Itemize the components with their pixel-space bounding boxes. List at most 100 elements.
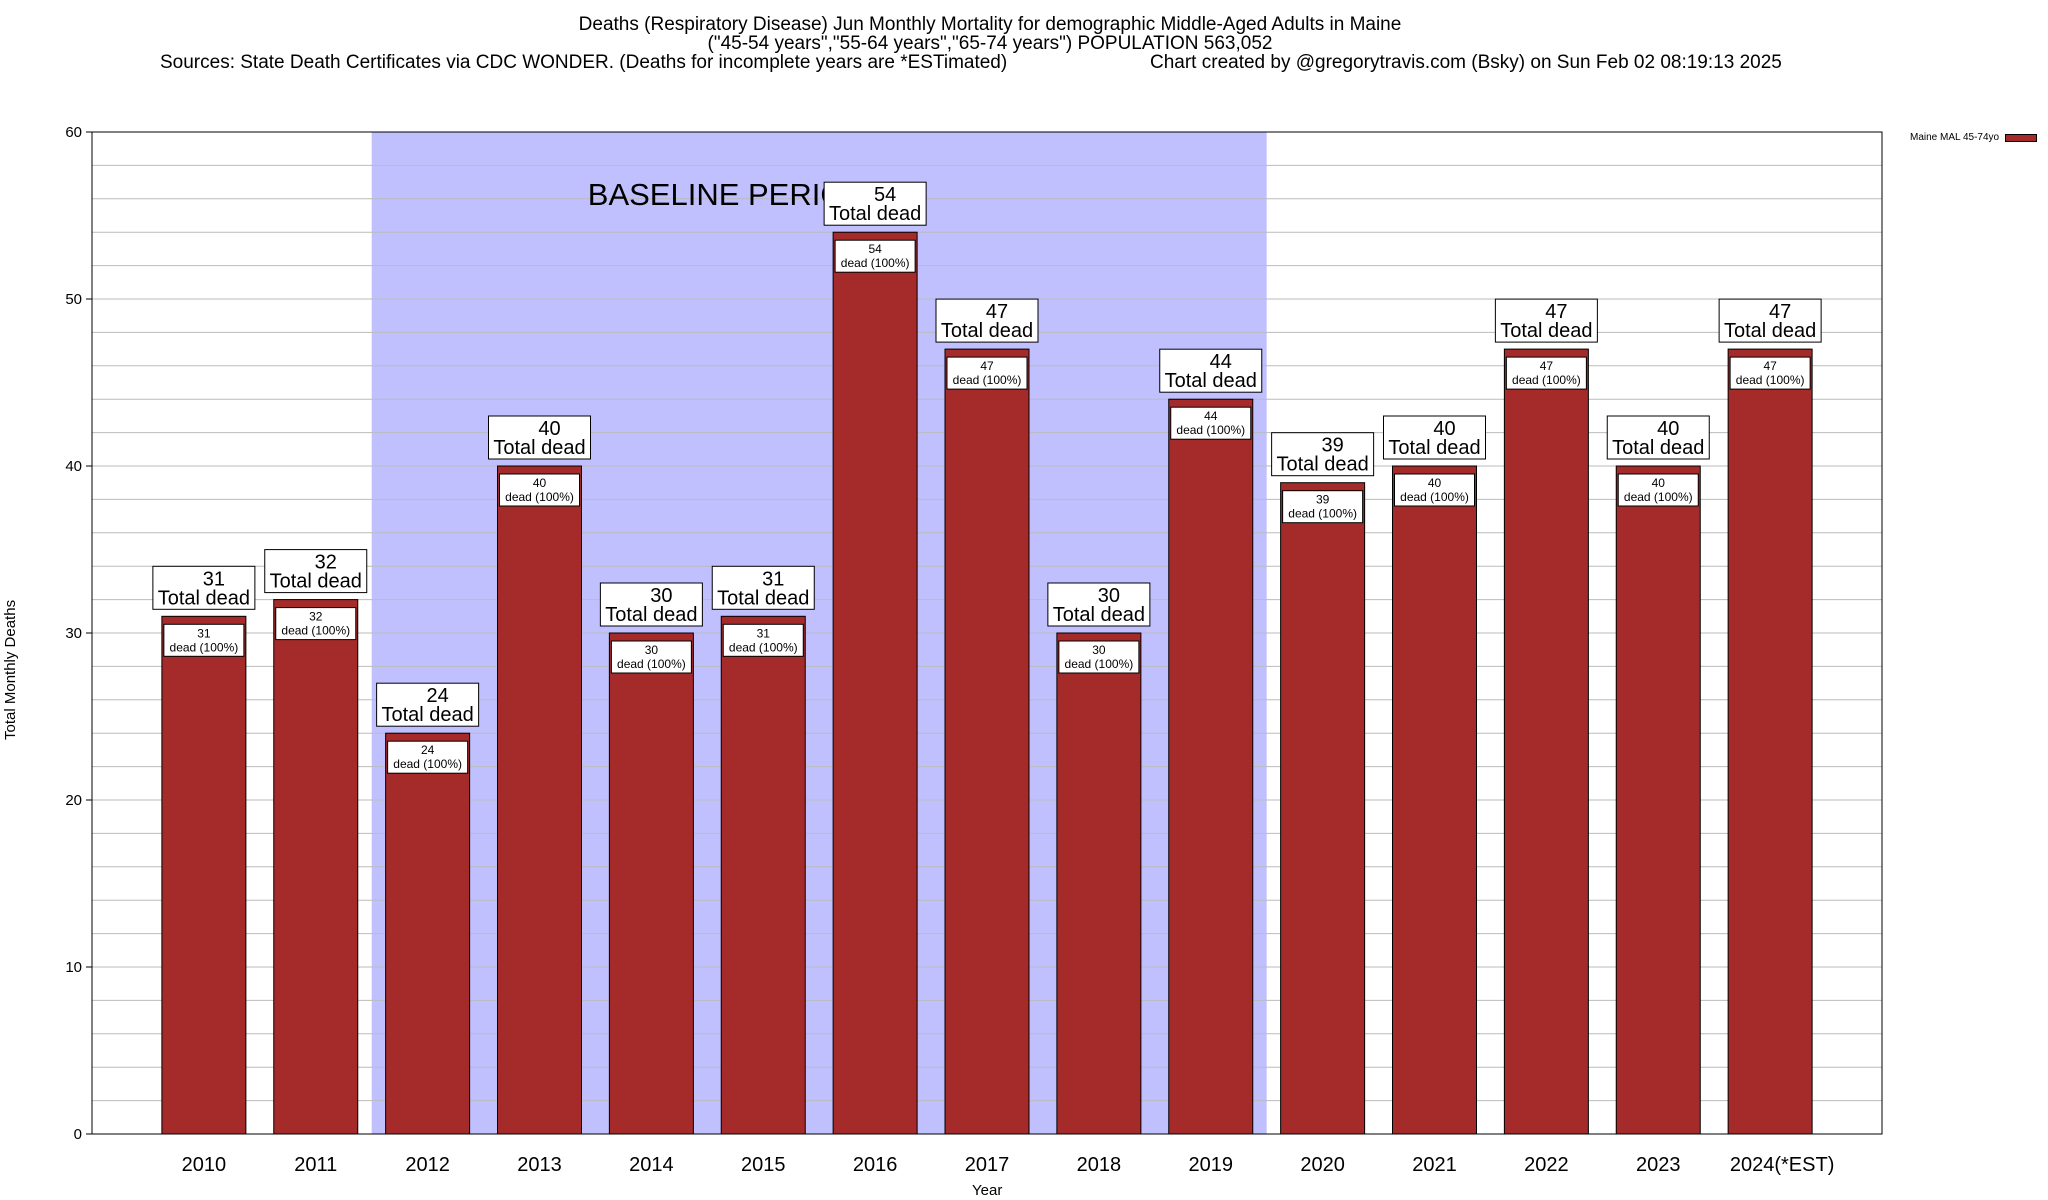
x-tick-label: 2019 xyxy=(1189,1154,1234,1176)
bar-total-value: 40 xyxy=(538,418,560,440)
bar-inner-label-box xyxy=(1058,640,1140,674)
x-tick-label: 2010 xyxy=(182,1154,227,1176)
legend-label: Maine MAL 45-74yo xyxy=(1910,132,2000,143)
bar-total-label-box xyxy=(935,298,1039,343)
bar-inner-label-box xyxy=(499,473,580,507)
bar-inner-value: 32 xyxy=(309,610,323,624)
bar-inner-text: dead (100%) xyxy=(841,256,910,270)
baseline-label: BASELINE PERIOD xyxy=(588,177,867,212)
bar-total-text: Total dead xyxy=(829,203,921,225)
bar-total-value: 39 xyxy=(1322,435,1344,457)
bar-total-text: Total dead xyxy=(158,587,250,609)
bar xyxy=(1168,398,1254,1135)
bar-total-label-box xyxy=(1383,415,1486,460)
bar-total-value: 54 xyxy=(874,184,896,206)
bar-inner-label-box xyxy=(1394,473,1475,507)
x-tick-label: 2017 xyxy=(965,1154,1010,1176)
x-tick-label: 2021 xyxy=(1412,1154,1457,1176)
bar-total-text: Total dead xyxy=(270,571,362,593)
bar xyxy=(608,632,694,1135)
plot-frame xyxy=(91,131,1883,1135)
bar-inner-label-box xyxy=(1617,473,1699,507)
bar-total-value: 47 xyxy=(986,301,1008,323)
bar-total-value: 31 xyxy=(203,568,225,590)
y-axis-label: Total Monthly Deaths xyxy=(2,599,19,740)
x-tick-label: 2012 xyxy=(405,1154,450,1176)
bar xyxy=(1056,632,1142,1135)
bar-total-text: Total dead xyxy=(941,320,1033,342)
bar-inner-value: 31 xyxy=(757,626,771,640)
bar-total-label-box xyxy=(264,549,368,594)
bar-inner-label-box xyxy=(946,356,1028,390)
bar-inner-value: 24 xyxy=(421,743,435,757)
bar-total-text: Total dead xyxy=(1388,437,1480,459)
bar xyxy=(385,732,471,1135)
bar xyxy=(161,615,247,1135)
bar-total-value: 30 xyxy=(650,585,672,607)
y-tick-label: 20 xyxy=(65,792,82,809)
bar-inner-label-box xyxy=(275,607,357,641)
bar-inner-value: 40 xyxy=(1652,476,1666,490)
bar-inner-value: 40 xyxy=(533,476,547,490)
bar-inner-value: 44 xyxy=(1204,409,1218,423)
legend-swatch xyxy=(2005,133,2038,142)
bar-total-value: 47 xyxy=(1769,301,1791,323)
y-tick-label: 50 xyxy=(65,291,82,308)
x-tick-label: 2013 xyxy=(517,1154,562,1176)
chart-credit: Chart created by @gregorytravis.com (Bsk… xyxy=(1150,52,1782,73)
bar-total-value: 44 xyxy=(1210,351,1232,373)
x-tick-label: 2020 xyxy=(1300,1154,1345,1176)
bar-total-label-box xyxy=(599,582,703,627)
bar-inner-text: dead (100%) xyxy=(617,657,686,671)
bar-total-label-box xyxy=(152,565,256,610)
x-tick-label: 2023 xyxy=(1636,1154,1681,1176)
bar-total-label-box xyxy=(1047,582,1151,627)
x-tick-label: 2016 xyxy=(853,1154,898,1176)
bar-total-text: Total dead xyxy=(1500,320,1592,342)
bar-inner-text: dead (100%) xyxy=(170,640,239,654)
bar-total-label-box xyxy=(488,415,591,460)
bar-inner-text: dead (100%) xyxy=(1736,373,1805,387)
bar-total-text: Total dead xyxy=(1724,320,1816,342)
bar-inner-text: dead (100%) xyxy=(1512,373,1581,387)
bar-total-text: Total dead xyxy=(1612,437,1704,459)
bar xyxy=(1615,465,1701,1135)
bar-inner-label-box xyxy=(1170,406,1252,440)
bar-inner-text: dead (100%) xyxy=(1624,490,1693,504)
bar-inner-text: dead (100%) xyxy=(953,373,1022,387)
bar-inner-value: 30 xyxy=(645,643,659,657)
bar-inner-label-box xyxy=(610,640,692,674)
bar-total-value: 40 xyxy=(1657,418,1679,440)
bar-inner-label-box xyxy=(1282,490,1364,524)
x-tick-label: 2014 xyxy=(629,1154,674,1176)
bar-inner-label-box xyxy=(1505,356,1587,390)
bar-total-text: Total dead xyxy=(605,604,697,626)
bar-inner-label-box xyxy=(387,740,469,774)
bar-inner-value: 40 xyxy=(1428,476,1442,490)
bar-inner-value: 47 xyxy=(1540,359,1554,373)
legend: Maine MAL 45-74yo xyxy=(1910,132,2038,143)
bar xyxy=(1503,348,1589,1135)
bar-total-label-box xyxy=(1271,432,1375,477)
bar-total-value: 32 xyxy=(315,552,337,574)
bar-inner-text: dead (100%) xyxy=(1400,490,1469,504)
bar-inner-label-box xyxy=(1729,356,1811,390)
x-tick-label: 2015 xyxy=(741,1154,786,1176)
bar-total-label-box xyxy=(823,181,927,226)
bar-total-label-box xyxy=(1159,348,1263,393)
bar-total-label-box xyxy=(1606,415,1710,460)
bar-total-text: Total dead xyxy=(381,704,473,726)
bar-inner-text: dead (100%) xyxy=(393,757,462,771)
bar-total-text: Total dead xyxy=(1276,454,1368,476)
bar-inner-text: dead (100%) xyxy=(1065,657,1134,671)
bar xyxy=(944,348,1030,1135)
x-axis-label: Year xyxy=(972,1182,1003,1199)
y-tick-label: 30 xyxy=(65,625,82,642)
x-tick-label: 2011 xyxy=(294,1154,337,1176)
x-tick-label: 2018 xyxy=(1077,1154,1122,1176)
bar xyxy=(273,599,359,1135)
y-tick-label: 10 xyxy=(65,959,82,976)
bar-inner-value: 47 xyxy=(980,359,994,373)
y-tick-label: 40 xyxy=(65,458,82,475)
